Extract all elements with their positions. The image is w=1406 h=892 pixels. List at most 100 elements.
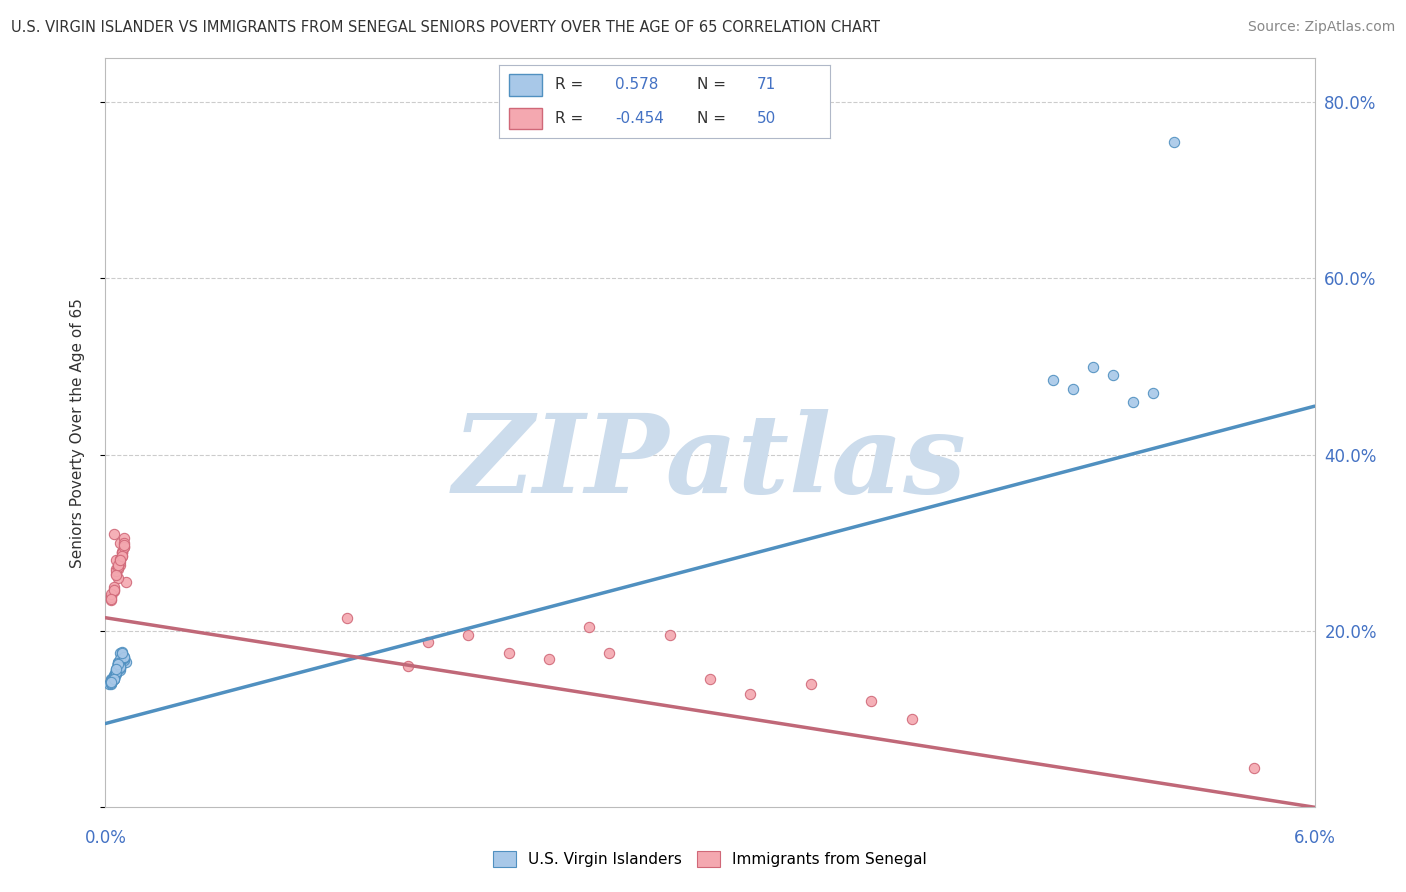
Point [112, 653, 135, 667]
Point [1163, 135, 1185, 149]
Point [107, 656, 129, 670]
Point [1122, 394, 1144, 409]
Point [103, 671, 125, 685]
Point [103, 582, 125, 596]
Point [107, 562, 129, 576]
Point [103, 584, 125, 599]
Point [1062, 382, 1084, 396]
Text: 0.0%: 0.0% [84, 829, 127, 847]
Point [110, 549, 132, 563]
Point [104, 665, 127, 680]
Point [103, 583, 125, 598]
Point [107, 657, 129, 672]
Point [100, 592, 122, 607]
Text: U.S. VIRGIN ISLANDER VS IMMIGRANTS FROM SENEGAL SENIORS POVERTY OVER THE AGE OF : U.S. VIRGIN ISLANDER VS IMMIGRANTS FROM … [11, 20, 880, 35]
Point [416, 634, 439, 648]
Point [108, 536, 131, 550]
Point [103, 670, 125, 684]
Point [110, 648, 132, 663]
Text: N =: N = [697, 78, 727, 93]
Point [112, 538, 135, 552]
Point [110, 549, 132, 563]
Text: 71: 71 [756, 78, 776, 93]
Point [537, 652, 560, 666]
Point [110, 645, 132, 659]
FancyBboxPatch shape [509, 108, 543, 129]
Text: ZIPatlas: ZIPatlas [453, 409, 967, 516]
Point [1243, 761, 1265, 775]
FancyBboxPatch shape [509, 74, 543, 95]
Point [100, 675, 122, 690]
Point [107, 657, 129, 671]
Point [108, 654, 131, 668]
Point [112, 540, 135, 554]
Point [112, 532, 135, 546]
Point [104, 666, 127, 681]
Point [107, 659, 129, 673]
Point [699, 673, 721, 687]
Point [1081, 359, 1104, 374]
Point [100, 593, 122, 607]
Point [114, 655, 136, 669]
Point [107, 657, 129, 672]
Point [104, 568, 127, 582]
Point [104, 664, 127, 678]
Point [100, 591, 122, 605]
Point [100, 674, 122, 689]
Point [104, 665, 127, 679]
Point [104, 665, 127, 679]
Point [110, 646, 132, 660]
Point [100, 677, 122, 691]
Point [107, 656, 129, 670]
Point [100, 675, 122, 690]
Point [110, 647, 132, 661]
Point [598, 646, 620, 660]
Point [110, 544, 132, 558]
Point [114, 575, 136, 590]
Text: N =: N = [697, 111, 727, 126]
Point [110, 544, 132, 558]
Point [1102, 368, 1125, 383]
Point [108, 555, 131, 569]
Point [100, 675, 122, 690]
Point [110, 649, 132, 664]
Point [108, 663, 131, 677]
Point [740, 688, 762, 702]
Point [103, 670, 125, 684]
Text: 50: 50 [756, 111, 776, 126]
Point [112, 650, 135, 665]
Point [108, 660, 131, 674]
Point [1042, 373, 1064, 387]
Point [104, 662, 127, 676]
Point [860, 694, 883, 708]
Point [103, 670, 125, 684]
Point [103, 671, 125, 685]
Point [108, 661, 131, 675]
Point [108, 646, 131, 660]
Point [498, 646, 520, 660]
Point [110, 650, 132, 665]
Point [336, 611, 359, 625]
Point [578, 619, 600, 633]
Point [108, 661, 131, 675]
Point [103, 668, 125, 682]
Point [100, 673, 122, 688]
Text: Source: ZipAtlas.com: Source: ZipAtlas.com [1247, 20, 1395, 34]
Point [900, 712, 922, 726]
Point [396, 659, 419, 673]
Point [112, 536, 135, 550]
Point [104, 566, 127, 581]
Point [100, 674, 122, 689]
Point [658, 628, 681, 642]
Text: R =: R = [555, 111, 583, 126]
Text: 6.0%: 6.0% [1294, 829, 1336, 847]
Point [104, 553, 127, 567]
Point [112, 651, 135, 665]
Text: -0.454: -0.454 [614, 111, 664, 126]
Point [103, 673, 125, 687]
Point [103, 672, 125, 686]
Point [107, 558, 129, 572]
Point [457, 628, 479, 642]
Point [104, 663, 127, 677]
Point [104, 664, 127, 678]
